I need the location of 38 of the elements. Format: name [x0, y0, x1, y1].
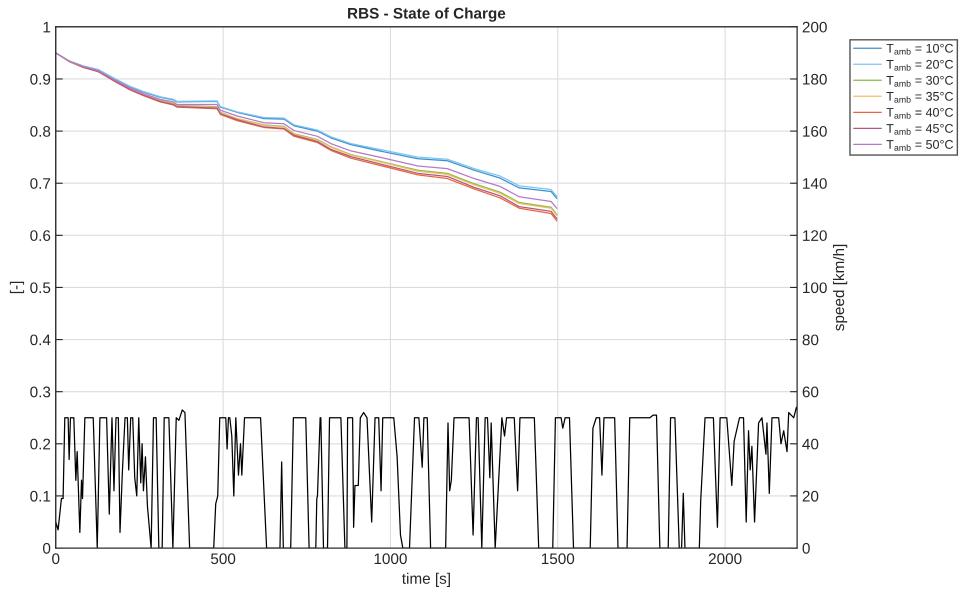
y2-tick-label: 80 — [802, 334, 818, 346]
legend-label: T$_{amb}$ = 10°C — [886, 44, 954, 55]
y-tick-label: 0.6 — [30, 230, 50, 242]
y-tick-label: 0.1 — [30, 490, 50, 502]
legend-label: T$_{amb}$ = 35°C — [886, 92, 954, 103]
legend-label: T$_{amb}$ = 30°C — [886, 76, 954, 87]
y-tick-label: 0.3 — [30, 386, 50, 398]
y2-tick-label: 140 — [803, 178, 827, 189]
y-tick-label: 0.7 — [30, 178, 50, 189]
y-tick-label: 0 — [42, 542, 50, 554]
y-axis-title: [-] — [10, 282, 24, 294]
y2-tick-label: 180 — [803, 74, 827, 85]
legend-label: T$_{amb}$ = 45°C — [886, 124, 954, 135]
y-tick-label: 0.2 — [30, 438, 50, 450]
y2-tick-label: 20 — [802, 490, 818, 502]
y2-tick-label: 60 — [802, 386, 818, 398]
y-tick-label: 0.9 — [30, 74, 50, 85]
y2-axis-title: speed [km/h] — [832, 244, 848, 331]
y2-tick-label: 100 — [803, 282, 827, 294]
legend-label: T$_{amb}$ = 40°C — [886, 108, 954, 119]
x-tick-label: 1500 — [542, 553, 574, 564]
x-axis-title: time [s] — [402, 572, 450, 587]
y-tick-label: 0.8 — [30, 126, 50, 137]
y-tick-label: 0.4 — [30, 334, 50, 346]
y-tick-label: 1 — [44, 22, 50, 32]
x-tick-label: 1000 — [374, 553, 407, 564]
legend-label: T$_{amb}$ = 20°C — [886, 60, 954, 71]
y-tick-label: 0.5 — [30, 282, 50, 294]
y2-tick-label: 120 — [803, 230, 827, 242]
x-tick-label: 0 — [52, 553, 60, 564]
chart-title: RBS - State of Charge — [348, 7, 506, 22]
legend-label: T$_{amb}$ = 50°C — [886, 140, 954, 151]
x-tick-label: 2000 — [708, 553, 742, 564]
y2-tick-label: 40 — [802, 438, 818, 450]
x-tick-label: 500 — [210, 553, 236, 564]
y2-tick-label: 200 — [802, 22, 827, 33]
y2-tick-label: 0 — [802, 542, 810, 554]
y2-tick-label: 160 — [803, 126, 827, 137]
